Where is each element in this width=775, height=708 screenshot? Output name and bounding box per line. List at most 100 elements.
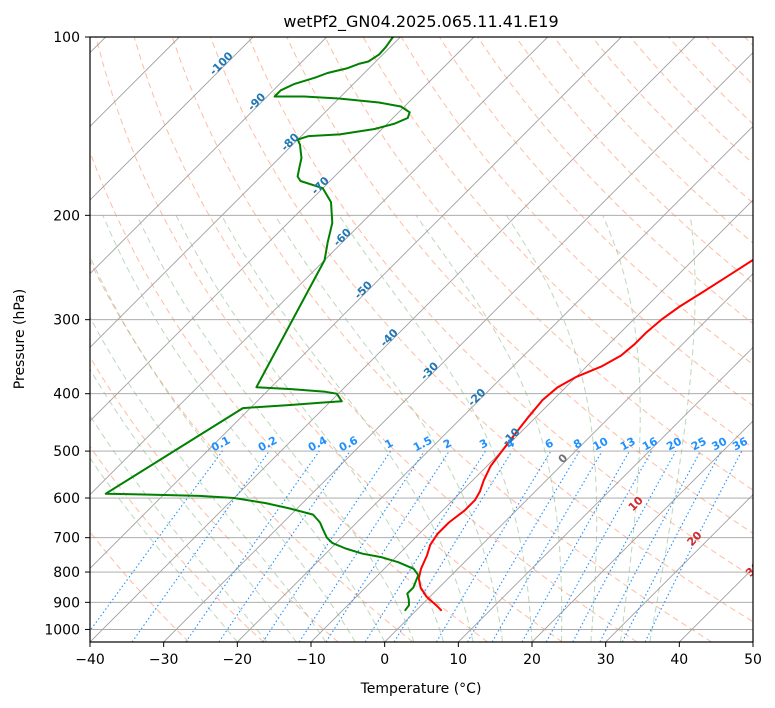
mixing-ratio-line (218, 450, 351, 642)
mixing-ratio-line (325, 450, 450, 642)
mixing-ratio-line (90, 450, 223, 632)
moist-adiabat (175, 215, 445, 642)
mixing-ratio-label: 25 (689, 435, 709, 454)
x-tick-label: 30 (597, 652, 615, 668)
isotherm-line (90, 37, 696, 642)
moist-adiabat (274, 215, 503, 642)
mixing-ratio-line (393, 450, 513, 642)
isotherm-label: -70 (309, 174, 332, 197)
mixing-ratio-line (435, 450, 552, 642)
gridlines (90, 37, 753, 642)
moist-adiabat (90, 255, 356, 642)
y-tick-label: 100 (53, 30, 80, 46)
isotherm-label: -20 (465, 386, 488, 409)
mixing-ratio-lines (90, 450, 743, 642)
x-axis-ticks: −40 −30 −20 −10 0 10 20 30 40 50 (75, 642, 762, 668)
moist-adiabat (415, 215, 563, 642)
dry-adiabat (324, 37, 753, 491)
y-axis-label: Pressure (hPa) (12, 289, 28, 389)
isotherm-label: -80 (279, 130, 302, 153)
mixing-ratio-line (262, 450, 392, 642)
mixing-ratio-label: 10 (591, 435, 611, 454)
isotherm-line (384, 273, 753, 642)
y-tick-label: 800 (53, 565, 80, 581)
isotherm-line (90, 37, 475, 422)
dry-adiabat (744, 37, 753, 47)
dewpoint-profile-line (104, 37, 420, 612)
moist-adiabat (221, 215, 474, 642)
dry-adiabats (90, 37, 753, 642)
dry-adiabat (591, 37, 753, 204)
mixing-ratio-label: 16 (640, 435, 660, 454)
x-tick-label: −40 (75, 652, 105, 668)
dry-adiabat (90, 150, 488, 642)
y-tick-label: 700 (53, 531, 80, 547)
dry-adiabat (210, 37, 753, 623)
x-tick-label: −20 (223, 652, 253, 668)
y-tick-label: 500 (53, 444, 80, 460)
dry-adiabat (171, 37, 712, 642)
moist-adiabat (602, 215, 641, 642)
moist-adiabats (90, 215, 696, 642)
isotherm-label: -30 (418, 359, 441, 382)
x-tick-label: 40 (670, 652, 688, 668)
dry-adiabat (90, 531, 190, 642)
moist-adiabat (90, 457, 238, 642)
mixing-ratio-label: 30 (710, 435, 730, 454)
isotherm-line (605, 494, 753, 642)
mixing-ratio-line (572, 450, 677, 642)
mixing-ratio-line (185, 450, 320, 642)
moist-adiabat (90, 414, 268, 642)
mixing-ratio-line (364, 450, 486, 642)
dry-adiabat (706, 37, 753, 86)
moist-adiabat (90, 368, 297, 642)
temperature-profile-line (417, 258, 753, 612)
mixing-ratio-label: 3 (477, 436, 490, 451)
dry-adiabat (248, 37, 753, 578)
isotherm-line (458, 346, 753, 642)
x-axis-label: Temperature (°C) (360, 681, 482, 697)
isotherm-line (90, 37, 254, 201)
moist-adiabat (338, 215, 533, 642)
mixing-ratio-line (131, 450, 270, 642)
isotherm-label: -60 (331, 226, 354, 249)
chart-title: wetPf2_GN04.2025.065.11.41.E19 (283, 12, 558, 32)
x-tick-label: 10 (449, 652, 467, 668)
x-tick-label: −10 (296, 652, 326, 668)
mixing-ratio-line (599, 450, 701, 642)
isopleth-labels: 0.1 0.2 0.4 0.6 1 1.5 2 3 4 6 8 10 13 16 20 25 30 36-100-… (207, 49, 763, 579)
isotherm-line (237, 125, 753, 642)
dry-adiabat (133, 37, 638, 642)
isotherm-label: 30 (743, 559, 763, 579)
y-tick-label: 200 (53, 208, 80, 224)
plot-area: 0.1 0.2 0.4 0.6 1 1.5 2 3 4 6 8 10 13 16 20 25 30 36-100-… (90, 37, 763, 642)
sounding-series (104, 37, 753, 612)
y-tick-label: 600 (53, 491, 80, 507)
isotherm-line (90, 37, 622, 569)
y-axis-ticks: 100 200 300 400 500 600 700 800 900 1000 (44, 30, 90, 638)
dry-adiabat (668, 37, 753, 125)
isotherm-line (752, 641, 753, 642)
moist-adiabat (136, 215, 415, 642)
dry-adiabat (90, 356, 339, 642)
x-tick-label: 20 (523, 652, 541, 668)
x-tick-label: 0 (380, 652, 389, 668)
moist-adiabat (102, 215, 386, 642)
x-tick-label: 50 (744, 652, 762, 668)
mixing-ratio-label: 13 (618, 435, 638, 454)
mixing-ratio-line (521, 450, 630, 642)
plot-frame (89, 36, 754, 643)
isotherm-line (90, 37, 401, 348)
isotherm-label: -50 (352, 278, 375, 301)
isotherm-line (310, 199, 753, 642)
isotherm-label: -100 (207, 49, 236, 78)
dry-adiabat (90, 259, 414, 642)
y-tick-label: 1000 (44, 622, 80, 638)
mixing-ratio-line (545, 450, 653, 642)
moist-adiabat (649, 215, 696, 642)
mixing-ratio-line (298, 450, 425, 642)
isotherm-line (90, 37, 548, 496)
dry-adiabat (553, 37, 753, 244)
dry-adiabat (95, 37, 563, 642)
